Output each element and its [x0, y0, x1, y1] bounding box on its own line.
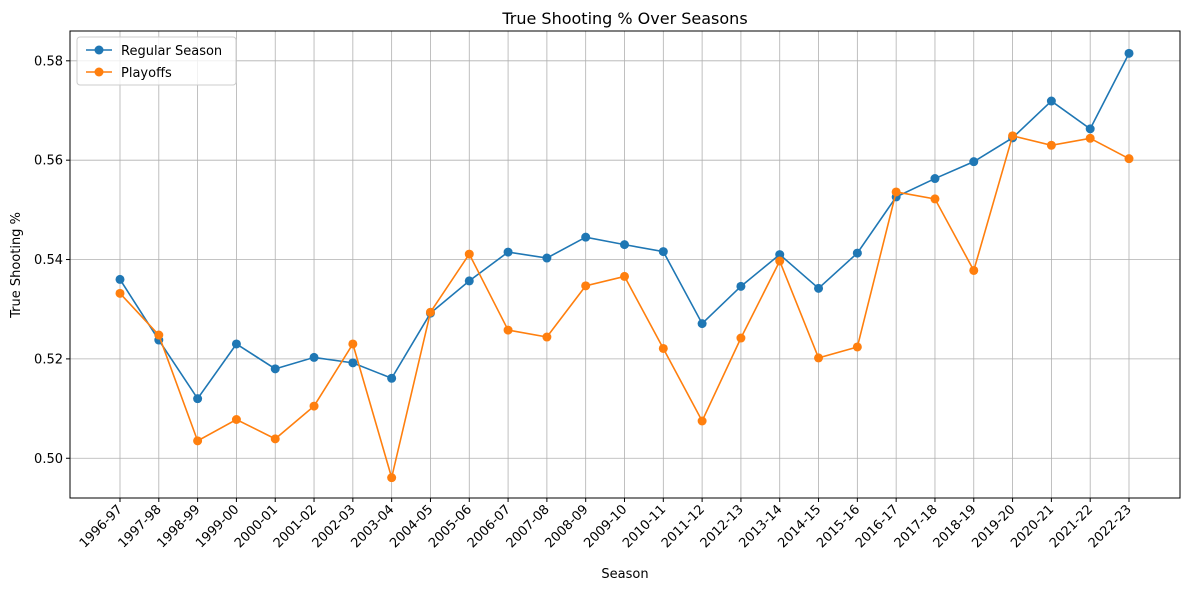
data-point-playoffs	[464, 249, 474, 259]
data-point-playoffs	[154, 330, 164, 340]
legend-label-regular: Regular Season	[121, 44, 222, 59]
data-point-regular-season	[969, 157, 979, 167]
data-point-playoffs	[1008, 131, 1018, 141]
data-point-regular-season	[814, 283, 824, 293]
data-point-playoffs	[115, 288, 125, 298]
data-point-playoffs	[930, 194, 940, 204]
data-point-regular-season	[270, 364, 280, 374]
data-point-playoffs	[852, 342, 862, 352]
data-point-regular-season	[1046, 96, 1056, 106]
data-point-regular-season	[115, 274, 125, 284]
data-point-playoffs	[736, 333, 746, 343]
data-point-regular-season	[658, 247, 668, 257]
data-point-playoffs	[891, 187, 901, 197]
x-axis-label: Season	[601, 567, 648, 582]
y-tick-label: 0.54	[34, 253, 63, 268]
data-point-playoffs	[387, 473, 397, 483]
data-point-playoffs	[1124, 154, 1134, 164]
data-point-playoffs	[775, 256, 785, 266]
series-layer	[115, 48, 1134, 483]
data-point-regular-season	[503, 247, 513, 257]
data-point-regular-season	[348, 358, 358, 368]
data-point-regular-season	[542, 253, 552, 263]
data-point-playoffs	[231, 415, 241, 425]
data-point-playoffs	[1046, 140, 1056, 150]
data-point-playoffs	[1085, 133, 1095, 143]
grid	[70, 31, 1180, 498]
data-point-playoffs	[348, 339, 358, 349]
data-point-playoffs	[620, 271, 629, 281]
y-tick-label: 0.58	[34, 54, 63, 69]
data-point-playoffs	[814, 353, 824, 363]
data-point-regular-season	[736, 281, 746, 291]
data-point-playoffs	[309, 401, 319, 411]
data-point-playoffs	[969, 265, 979, 275]
legend-marker-playoffs	[94, 67, 104, 77]
data-point-playoffs	[425, 307, 435, 317]
data-point-playoffs	[542, 332, 552, 342]
legend-marker-regular	[94, 45, 104, 55]
data-point-playoffs	[503, 325, 513, 335]
y-axis-label: True Shooting %	[9, 212, 24, 319]
data-point-regular-season	[1124, 48, 1134, 58]
x-tick-label: 2022-23	[1086, 502, 1135, 551]
x-axis: 1996-971997-981998-991999-002000-012001-…	[77, 498, 1135, 551]
y-tick-label: 0.52	[34, 352, 63, 367]
data-point-regular-season	[697, 319, 707, 329]
y-tick-label: 0.56	[34, 154, 63, 169]
data-point-playoffs	[658, 343, 668, 353]
legend-label-playoffs: Playoffs	[121, 66, 172, 81]
legend: Regular Season Playoffs	[76, 36, 237, 86]
y-tick-label: 0.50	[34, 452, 63, 467]
data-point-regular-season	[231, 339, 241, 349]
data-point-regular-season	[1085, 124, 1095, 134]
data-point-playoffs	[581, 281, 591, 291]
data-point-regular-season	[387, 373, 397, 383]
data-point-playoffs	[270, 434, 280, 444]
data-point-regular-season	[193, 394, 203, 404]
y-axis: 0.50 0.52 0.54 0.56 0.58	[34, 54, 70, 467]
data-point-regular-season	[464, 276, 474, 286]
data-point-regular-season	[775, 250, 785, 260]
chart-title: True Shooting % Over Seasons	[501, 9, 747, 28]
legend-box	[76, 36, 237, 86]
data-point-regular-season	[620, 240, 629, 250]
data-point-regular-season	[852, 248, 862, 258]
data-point-regular-season	[309, 352, 319, 362]
data-point-playoffs	[697, 416, 707, 426]
data-point-playoffs	[193, 436, 203, 446]
data-point-regular-season	[581, 232, 591, 242]
data-point-regular-season	[930, 174, 940, 184]
